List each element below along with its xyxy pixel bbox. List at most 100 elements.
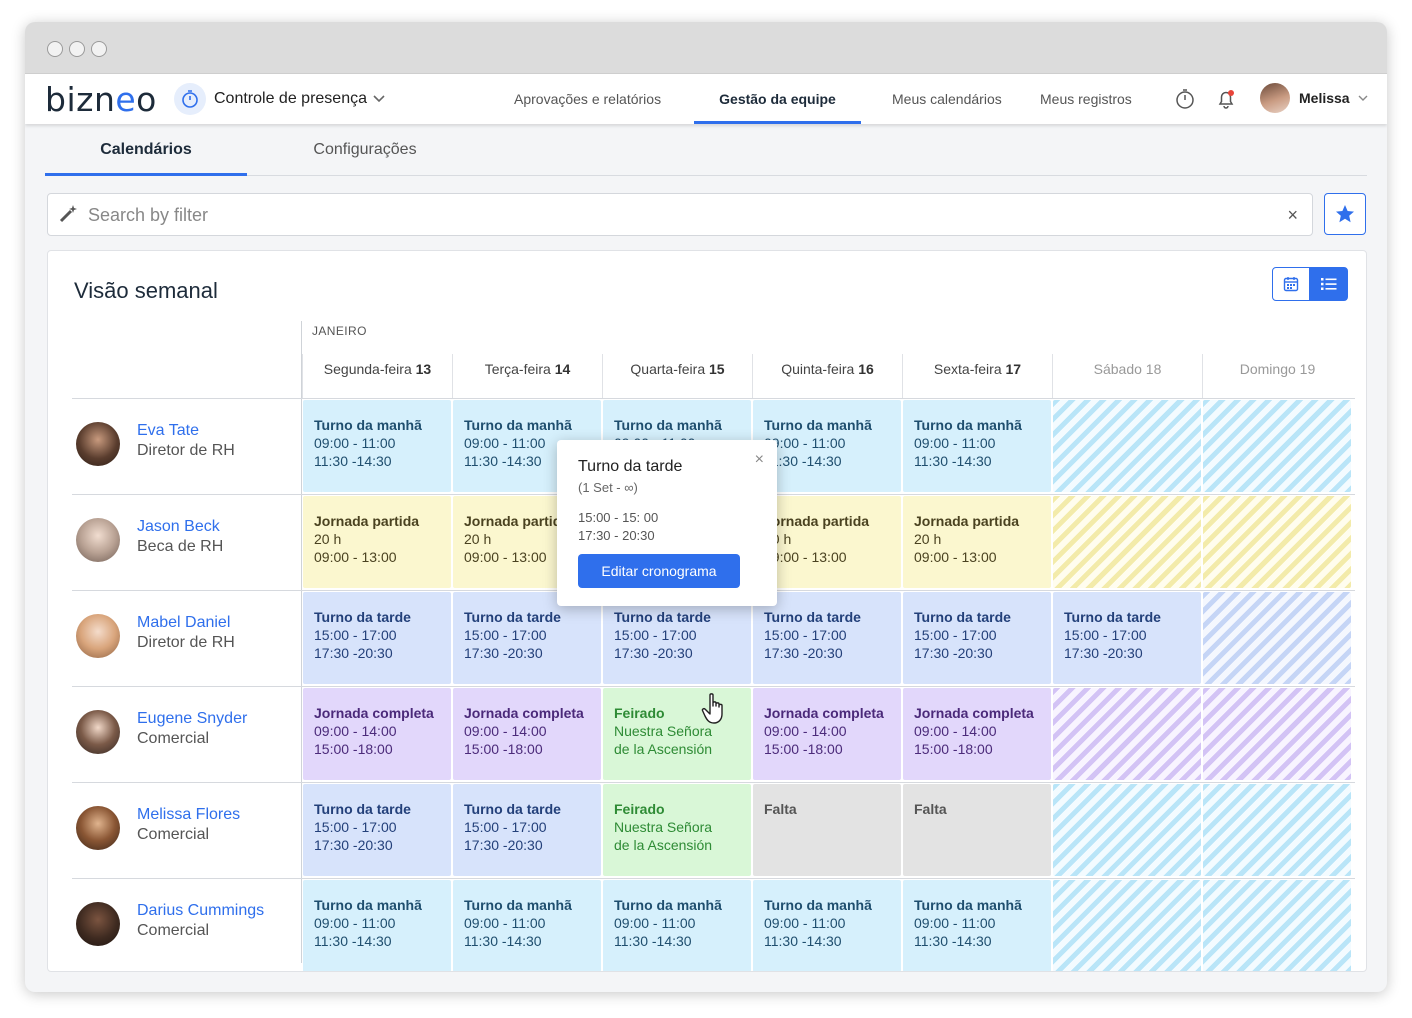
day-name: Quinta-feira (781, 361, 855, 377)
timer-icon[interactable] (1174, 88, 1196, 110)
shift-cell-tarde[interactable]: Turno da tarde 15:00 - 17:00 17:30 -20:30 (453, 784, 601, 876)
weekend-cell[interactable] (1203, 784, 1351, 876)
weekend-cell[interactable] (1203, 592, 1351, 684)
shift-line: 09:00 - 11:00 (314, 435, 396, 451)
employee-name[interactable]: Eugene Snyder (137, 710, 248, 727)
shift-cell-tarde[interactable]: Turno da tarde 15:00 - 17:00 17:30 -20:30 (453, 592, 601, 684)
clear-search-button[interactable]: × (1287, 205, 1298, 225)
shift-title: Jornada partida (764, 513, 870, 529)
module-selector[interactable]: Controle de presença (174, 83, 385, 115)
shift-cell-tarde[interactable]: Turno da tarde 15:00 - 17:00 17:30 -20:30 (303, 784, 451, 876)
search-input[interactable] (88, 200, 1268, 230)
shift-line: 17:30 -20:30 (764, 645, 843, 661)
bell-icon[interactable] (1215, 88, 1237, 110)
close-icon[interactable]: × (754, 451, 764, 468)
shift-cell-tarde[interactable]: Turno da tarde 15:00 - 17:00 17:30 -20:30 (303, 592, 451, 684)
shift-title: Falta (914, 801, 947, 817)
shift-cell-tarde[interactable]: Turno da tarde 15:00 - 17:00 17:30 -20:30 (903, 592, 1051, 684)
shift-line: 17:30 -20:30 (464, 645, 543, 661)
title-bar (25, 22, 1387, 74)
shift-cell-manha[interactable]: Turno da manhã 09:00 - 11:00 11:30 -14:30 (753, 400, 901, 492)
shift-title: Falta (764, 801, 797, 817)
employee-row-header: Jason Beck Beca de RH (72, 494, 301, 590)
bizneo-logo[interactable]: bizneo (45, 80, 157, 119)
employee-role: Comercial (137, 730, 210, 747)
shift-line: 09:00 - 13:00 (764, 549, 847, 565)
top-navbar: bizneo Controle de presença Aprovações e… (25, 74, 1387, 124)
employee-name[interactable]: Jason Beck (137, 518, 220, 535)
shift-line: 11:30 -14:30 (764, 453, 842, 469)
weekend-cell[interactable] (1053, 784, 1201, 876)
user-menu[interactable]: Melissa (1260, 83, 1368, 113)
shift-cell-partida[interactable]: Jornada partida 20 h 09:00 - 13:00 (903, 496, 1051, 588)
shift-cell-manha[interactable]: Turno da manhã 09:00 - 11:00 11:30 -14:30 (903, 880, 1051, 971)
shift-cell-feirado[interactable]: Feirado Nuestra Señora de la Ascensión (603, 688, 751, 780)
shift-title: Jornada completa (314, 705, 434, 721)
shift-line: 17:30 -20:30 (314, 645, 393, 661)
shift-title: Turno da manhã (464, 417, 572, 433)
shift-cell-tarde[interactable]: Turno da tarde 15:00 - 17:00 17:30 -20:30 (753, 592, 901, 684)
shift-cell-manha[interactable]: Turno da manhã 09:00 - 11:00 11:30 -14:30 (453, 880, 601, 971)
edit-schedule-button[interactable]: Editar cronograma (578, 554, 740, 588)
shift-title: Turno da manhã (614, 417, 722, 433)
shift-cell-completa[interactable]: Jornada completa 09:00 - 14:00 15:00 -18:0… (303, 688, 451, 780)
shift-cell-tarde[interactable]: Turno da tarde 15:00 - 17:00 17:30 -20:30 (603, 592, 751, 684)
nav-gestao-equipe[interactable]: Gestão da equipe (694, 74, 861, 124)
shift-cell-manha[interactable]: Turno da manhã 09:00 - 11:00 11:30 -14:30 (303, 880, 451, 971)
shift-cell-completa[interactable]: Jornada completa 09:00 - 14:00 15:00 -18:0… (453, 688, 601, 780)
nav-aprovacoes[interactable]: Aprovações e relatórios (514, 91, 662, 107)
star-icon (1336, 205, 1354, 223)
shift-line: 20 h (764, 531, 792, 547)
window-close-dot[interactable] (47, 41, 63, 57)
favorites-button[interactable] (1324, 193, 1366, 235)
shift-title: Turno da manhã (314, 897, 422, 913)
shift-cell-falta[interactable]: Falta (903, 784, 1051, 876)
shift-line: 09:00 - 11:00 (764, 915, 846, 931)
hand-cursor-icon (701, 692, 731, 731)
avatar (76, 902, 120, 946)
shift-line: 09:00 - 14:00 (914, 723, 997, 739)
shift-cell-falta[interactable]: Falta (753, 784, 901, 876)
employee-name[interactable]: Mabel Daniel (137, 614, 231, 631)
tab-calendarios[interactable]: Calendários (45, 124, 247, 176)
shift-cell-completa[interactable]: Jornada completa 09:00 - 14:00 15:00 -18:0… (753, 688, 901, 780)
shift-cell-partida[interactable]: Jornada partida 20 h 09:00 - 13:00 (303, 496, 451, 588)
employee-name[interactable]: Melissa Flores (137, 806, 241, 823)
shift-title: Jornada completa (464, 705, 584, 721)
shift-title: Turno da tarde (464, 801, 561, 817)
weekend-cell[interactable] (1053, 496, 1201, 588)
shift-cell-partida[interactable]: Jornada partida 20 h 09:00 - 13:00 (753, 496, 901, 588)
shift-title: Jornada partida (914, 513, 1020, 529)
weekend-cell[interactable] (1203, 688, 1351, 780)
employee-row-header: Eugene Snyder Comercial (72, 686, 301, 782)
shift-cell-manha[interactable]: Turno da manhã 09:00 - 11:00 11:30 -14:30 (603, 880, 751, 971)
employee-name[interactable]: Eva Tate (137, 422, 199, 439)
shift-title: Turno da manhã (314, 417, 422, 433)
weekend-cell[interactable] (1203, 400, 1351, 492)
shift-title: Turno da manhã (764, 897, 872, 913)
shift-line: 09:00 - 11:00 (464, 915, 546, 931)
shift-cell-manha[interactable]: Turno da manhã 09:00 - 11:00 11:30 -14:30 (903, 400, 1051, 492)
nav-meus-calendarios[interactable]: Meus calendários (892, 91, 1002, 107)
weekend-cell[interactable] (1053, 400, 1201, 492)
shift-cell-completa[interactable]: Jornada completa 09:00 - 14:00 15:00 -18:0… (903, 688, 1051, 780)
weekend-cell[interactable] (1203, 880, 1351, 971)
shift-cell-tarde[interactable]: Turno da tarde 15:00 - 17:00 17:30 -20:30 (1053, 592, 1201, 684)
nav-meus-registros[interactable]: Meus registros (1040, 91, 1132, 107)
panel-title: Visão semanal (74, 278, 218, 303)
shift-title: Turno da manhã (914, 417, 1022, 433)
shift-cell-manha[interactable]: Turno da manhã 09:00 - 11:00 11:30 -14:30 (753, 880, 901, 971)
shift-cell-feirado[interactable]: Feirado Nuestra Señora de la Ascensión (603, 784, 751, 876)
window-minimize-dot[interactable] (69, 41, 85, 57)
employee-name[interactable]: Darius Cummings (137, 902, 265, 919)
shift-cell-manha[interactable]: Turno da manhã 09:00 - 11:00 11:30 -14:30 (303, 400, 451, 492)
list-view-button[interactable] (1310, 267, 1348, 301)
calendar-view-button[interactable] (1272, 267, 1310, 301)
weekend-cell[interactable] (1203, 496, 1351, 588)
window-maximize-dot[interactable] (91, 41, 107, 57)
day-header: Terça-feira 14 (452, 354, 602, 398)
shift-line: 15:00 - 17:00 (1064, 627, 1147, 643)
tab-configuracoes[interactable]: Configurações (313, 141, 417, 158)
weekend-cell[interactable] (1053, 688, 1201, 780)
weekend-cell[interactable] (1053, 880, 1201, 971)
